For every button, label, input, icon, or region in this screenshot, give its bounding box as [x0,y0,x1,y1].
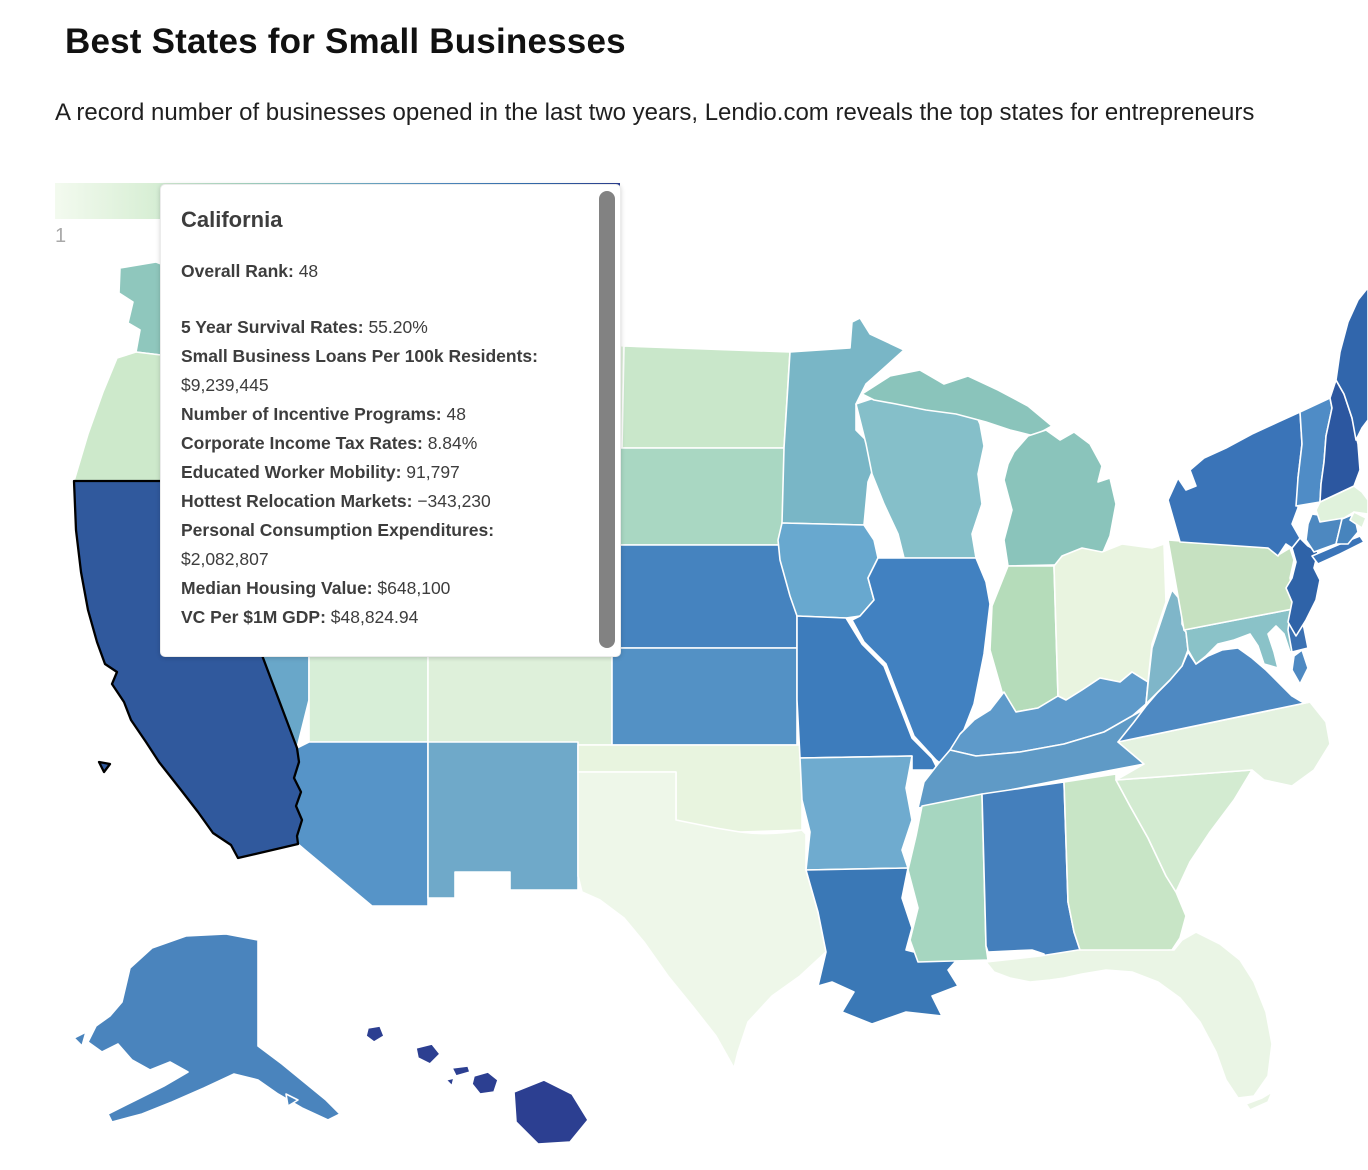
state-north-dakota[interactable] [621,345,791,449]
tooltip-row: Small Business Loans Per 100k Residents:… [181,346,538,395]
tooltip-row: Corporate Income Tax Rates: 8.84% [181,433,478,453]
state-mississippi[interactable] [907,793,989,963]
state-maine[interactable] [1335,287,1368,441]
state-tooltip: California Overall Rank: 48 5 Year Surviv… [160,184,621,657]
state-north-carolina[interactable] [1115,701,1331,787]
state-california[interactable] [72,479,304,860]
tooltip-row: Median Housing Value: $648,100 [181,578,451,598]
tooltip-row: Educated Worker Mobility: 91,797 [181,462,460,482]
state-virginia[interactable] [1117,647,1311,743]
tooltip-row: Hottest Relocation Markets: −343,230 [181,491,491,511]
state-iowa[interactable] [777,522,879,619]
state-hawaii[interactable] [365,1025,589,1145]
state-alaska[interactable] [73,933,341,1123]
legend-min-label: 1 [55,225,67,247]
state-indiana[interactable] [989,565,1059,713]
tooltip-row: VC Per $1M GDP: $48,824.94 [181,607,419,627]
state-michigan[interactable] [861,369,1117,567]
tooltip-row: 5 Year Survival Rates: 55.20% [181,317,428,337]
tooltip-row: Overall Rank: 48 [181,261,319,281]
state-arizona[interactable] [293,741,429,907]
state-massachusetts[interactable] [1315,485,1368,529]
state-south-carolina[interactable] [1115,769,1253,893]
tooltip-rows: Overall Rank: 48 5 Year Survival Rates: 5… [181,257,568,632]
state-louisiana[interactable] [805,867,963,1025]
state-arkansas[interactable] [799,755,913,871]
state-florida[interactable] [985,931,1273,1111]
tooltip-scrollbar-thumb[interactable] [599,191,615,648]
state-illinois[interactable] [851,557,991,769]
state-kansas[interactable] [611,647,798,746]
tooltip-state-name: California [181,207,283,232]
tooltip-row: Number of Incentive Programs: 48 [181,404,466,424]
page-title: Best States for Small Businesses [65,22,626,61]
state-new-mexico[interactable] [427,741,579,899]
page-subtitle: A record number of businesses opened in … [55,99,1255,126]
tooltip-row: Personal Consumption Expenditures: $2,08… [181,520,495,569]
